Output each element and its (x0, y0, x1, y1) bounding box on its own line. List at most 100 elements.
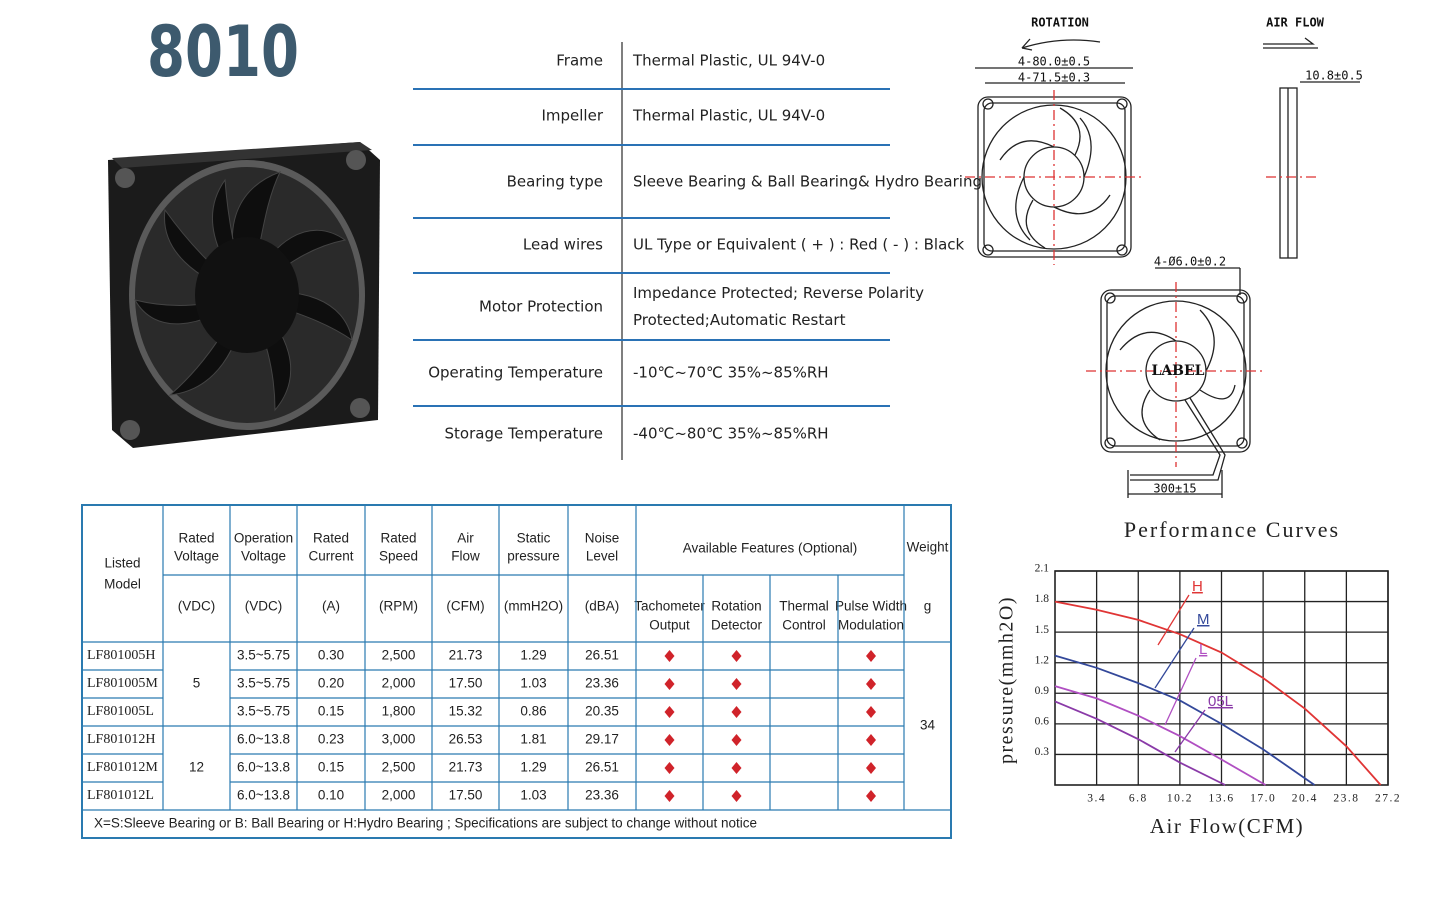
feature-mark (866, 706, 876, 718)
y-tick-label: 0.9 (1035, 685, 1050, 697)
spec-cell: 0.15 (318, 760, 344, 775)
feature-mark (866, 734, 876, 746)
spec-cell: 3.5~5.75 (237, 676, 290, 691)
spec-label: Operating Temperature (428, 364, 603, 382)
spec-label: Frame (556, 52, 603, 70)
series-label: L (1199, 641, 1207, 658)
y-tick-label: 1.2 (1035, 654, 1050, 666)
spec-cell: 0.23 (318, 732, 344, 747)
spec-cell: 3.5~5.75 (237, 704, 290, 719)
x-tick-label: 27.2 (1375, 793, 1401, 805)
voltage-cell: 5 (193, 676, 201, 691)
fan-photo (108, 142, 380, 448)
label-leader (1164, 657, 1197, 726)
column-header: Listed (104, 556, 140, 571)
spec-cell: 0.86 (520, 704, 546, 719)
weight-value: 34 (920, 718, 936, 733)
spec-label: Motor Protection (479, 298, 603, 316)
feature-header: Detector (711, 618, 763, 633)
x-tick-label: 17.0 (1250, 793, 1276, 805)
x-tick-label: 3.4 (1087, 793, 1106, 805)
spec-value: -40℃~80℃ 35%~85%RH (633, 425, 829, 443)
column-unit: (VDC) (245, 599, 283, 614)
column-header: Flow (451, 549, 480, 564)
spec-cell: 0.20 (318, 676, 344, 691)
product-title: 8010 (147, 11, 299, 92)
spec-cell: 1.81 (520, 732, 546, 747)
feature-header: Pulse Width (835, 599, 907, 614)
spec-table: Listed Model Rated Voltage (VDC) Operation Vol… (81, 504, 952, 839)
feature-header: Control (782, 618, 826, 633)
feature-mark (866, 650, 876, 662)
spec-value: -10℃~70℃ 35%~85%RH (633, 364, 829, 382)
spec-cell: 23.36 (585, 676, 619, 691)
spec-cell: 3.5~5.75 (237, 648, 290, 663)
spec-cell: 2,000 (382, 676, 416, 691)
spec-value: Protected;Automatic Restart (633, 311, 846, 329)
column-unit: (A) (322, 599, 340, 614)
column-unit: (VDC) (178, 599, 216, 614)
spec-cell: 21.73 (449, 648, 483, 663)
column-header: Rated (178, 531, 214, 546)
column-header: Air (457, 531, 474, 546)
x-axis-label: Air Flow(CFM) (1150, 814, 1304, 838)
spec-value: Thermal Plastic, UL 94V-0 (632, 52, 825, 70)
dimension: 4-Ø6.0±0.2 (1154, 255, 1226, 269)
spec-cell: 26.51 (585, 760, 619, 775)
drawings: ROTATION AIR FLOW 4-80.0±0.5 4-71.5±0.3 … (965, 16, 1363, 498)
label-leader (1154, 627, 1195, 689)
spec-cell: 6.0~13.8 (237, 760, 290, 775)
feature-mark (866, 678, 876, 690)
plot-frame (1054, 570, 1389, 786)
feature-mark (664, 762, 675, 774)
spec-cell: 29.17 (585, 732, 619, 747)
curve (1054, 654, 1316, 786)
x-tick-label: 6.8 (1129, 793, 1148, 805)
column-unit: (dBA) (585, 599, 620, 614)
feature-mark (664, 650, 675, 662)
x-tick-label: 13.6 (1208, 793, 1234, 805)
spec-cell: 21.73 (449, 760, 483, 775)
feature-mark (664, 678, 675, 690)
feature-mark (664, 734, 675, 746)
feature-header: Rotation (711, 599, 761, 614)
column-header: pressure (507, 549, 560, 564)
feature-mark (731, 650, 742, 662)
spec-cell: 2,500 (382, 760, 416, 775)
curve (1054, 685, 1267, 786)
spec-cell: 2,000 (382, 788, 416, 803)
feature-mark (731, 706, 742, 718)
model-cell: LF801012H (87, 732, 155, 747)
spec-cell: 26.51 (585, 648, 619, 663)
label-leader (1157, 594, 1190, 646)
dimension: 4-80.0±0.5 (1018, 55, 1090, 69)
feature-mark (664, 706, 675, 718)
feature-mark (731, 790, 742, 802)
column-header: Current (308, 549, 353, 564)
dimension: 4-71.5±0.3 (1018, 71, 1090, 85)
column-header: Weight (907, 540, 949, 555)
label-leader (1174, 709, 1206, 753)
y-tick-label: 2.1 (1035, 563, 1050, 575)
column-header: Static (517, 531, 551, 546)
model-cell: LF801005L (87, 704, 154, 719)
performance-chart: Performance Curves Air Flow(CFM) pressure(… (996, 517, 1401, 838)
spec-cell: 15.32 (449, 704, 483, 719)
dimension: 10.8±0.5 (1305, 69, 1363, 83)
column-header: Voltage (241, 549, 286, 564)
x-tick-label: 23.8 (1333, 793, 1359, 805)
feature-mark (866, 790, 876, 802)
column-header: Operation (234, 531, 293, 546)
spec-cell: 23.36 (585, 788, 619, 803)
spec-cell: 17.50 (449, 676, 483, 691)
column-header: Rated (380, 531, 416, 546)
spec-label: Lead wires (523, 236, 603, 254)
spec-cell: 0.15 (318, 704, 344, 719)
model-cell: LF801012L (87, 788, 154, 803)
feature-mark (731, 762, 742, 774)
x-tick-label: 20.4 (1292, 793, 1318, 805)
airflow-label: AIR FLOW (1266, 16, 1325, 30)
dimension: 300±15 (1153, 482, 1196, 496)
spec-cell: 6.0~13.8 (237, 732, 290, 747)
spec-label: Storage Temperature (445, 425, 603, 443)
